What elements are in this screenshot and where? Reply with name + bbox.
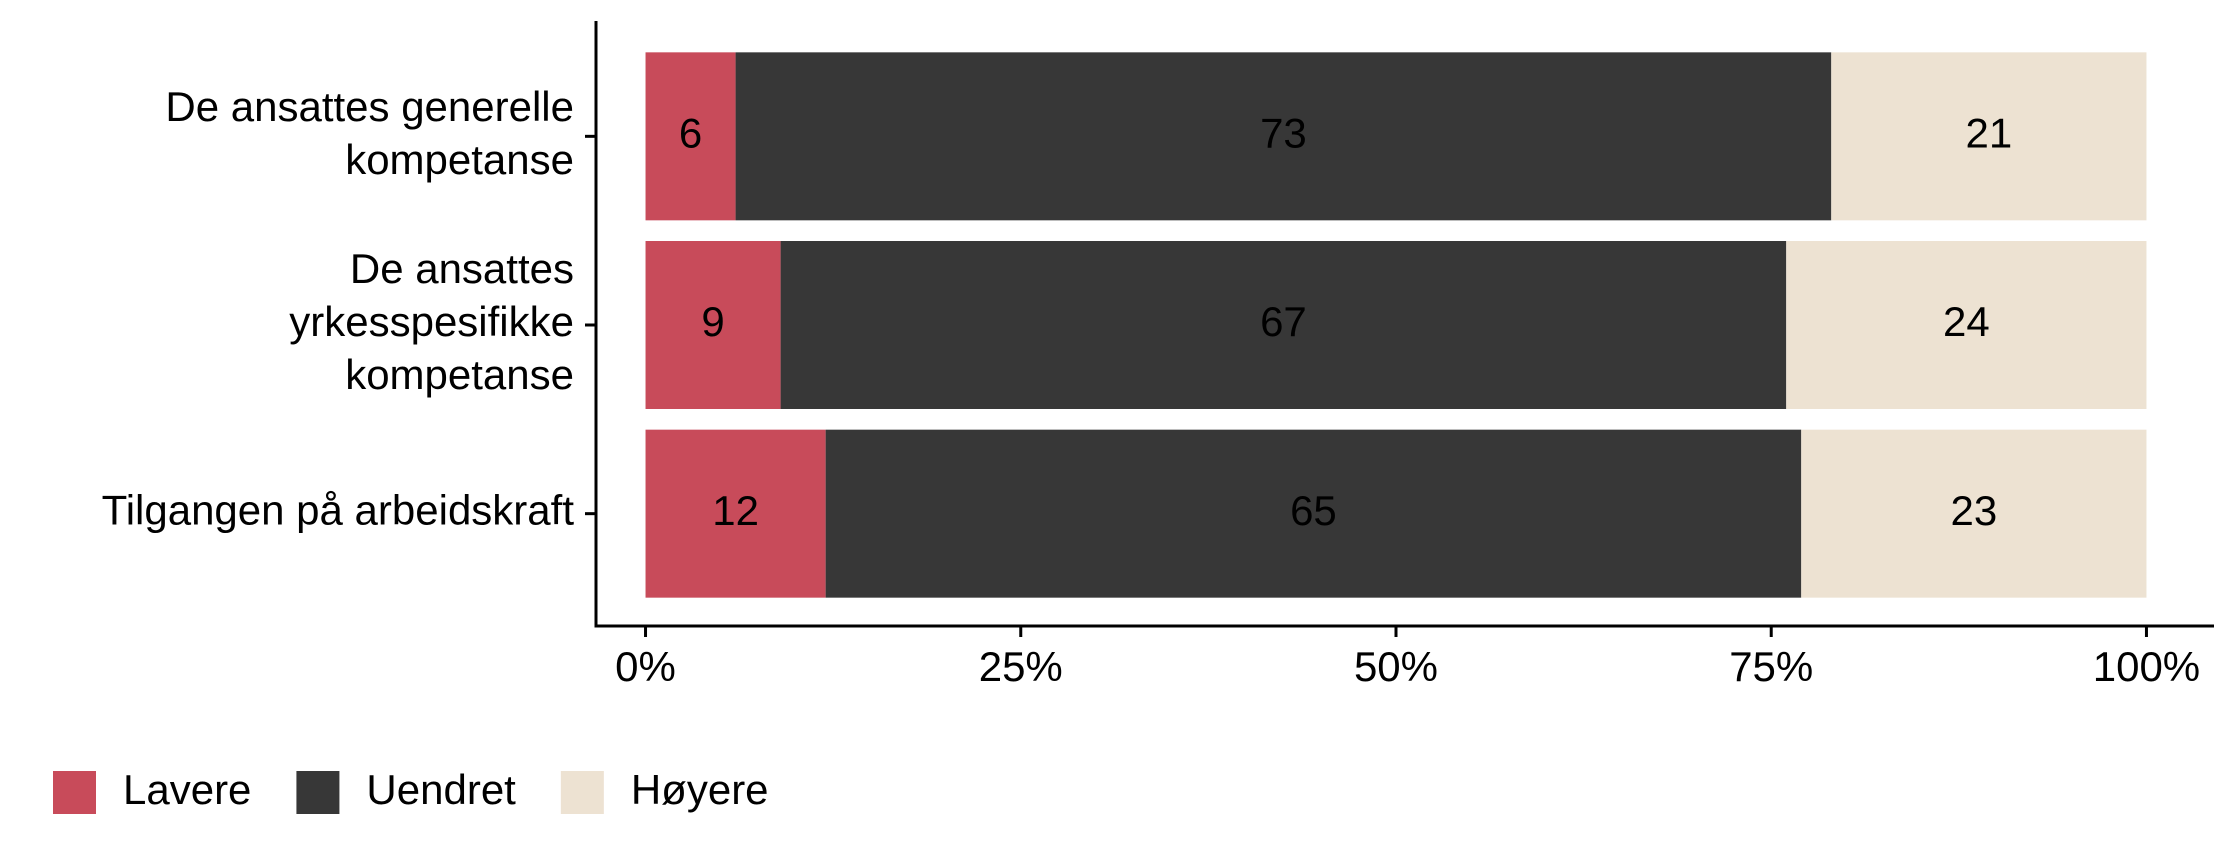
x-tick-label: 25% [979, 643, 1063, 690]
bar-segment [1831, 52, 2147, 221]
data-label: 9 [701, 298, 724, 345]
y-tick-label: De ansattes generelle kompetanse [165, 83, 574, 183]
bar-segment [645, 429, 826, 598]
data-label: 24 [1943, 298, 1990, 345]
y-tick-label: De ansattes yrkesspesifikke kompetanse [289, 245, 574, 398]
bar-segment [645, 52, 736, 221]
data-label: 6 [679, 109, 702, 156]
x-tick-label: 75% [1729, 643, 1813, 690]
x-tick-label: 50% [1354, 643, 1438, 690]
bar-segment [645, 241, 781, 409]
x-tick-label: 0% [615, 643, 676, 690]
bar-segment [1786, 241, 2147, 409]
bar-segment [735, 52, 1832, 221]
data-label: 65 [1290, 487, 1337, 534]
legend-label: Lavere [123, 766, 251, 813]
bar-segment [780, 241, 1787, 409]
data-label: 67 [1260, 298, 1307, 345]
x-tick-label: 100% [2093, 643, 2200, 690]
legend-label: Høyere [631, 766, 769, 813]
legend-swatch [560, 771, 604, 814]
y-tick-label: Tilgangen på arbeidskraft [102, 487, 575, 534]
data-label: 73 [1260, 109, 1307, 156]
bar-segment [825, 429, 1802, 598]
data-label: 21 [1966, 109, 2013, 156]
legend-label: Uendret [366, 766, 516, 813]
data-label: 23 [1950, 487, 1997, 534]
data-label: 12 [712, 487, 759, 534]
bar-segment [1801, 429, 2147, 598]
legend-swatch [296, 771, 340, 814]
legend-swatch [53, 771, 96, 814]
